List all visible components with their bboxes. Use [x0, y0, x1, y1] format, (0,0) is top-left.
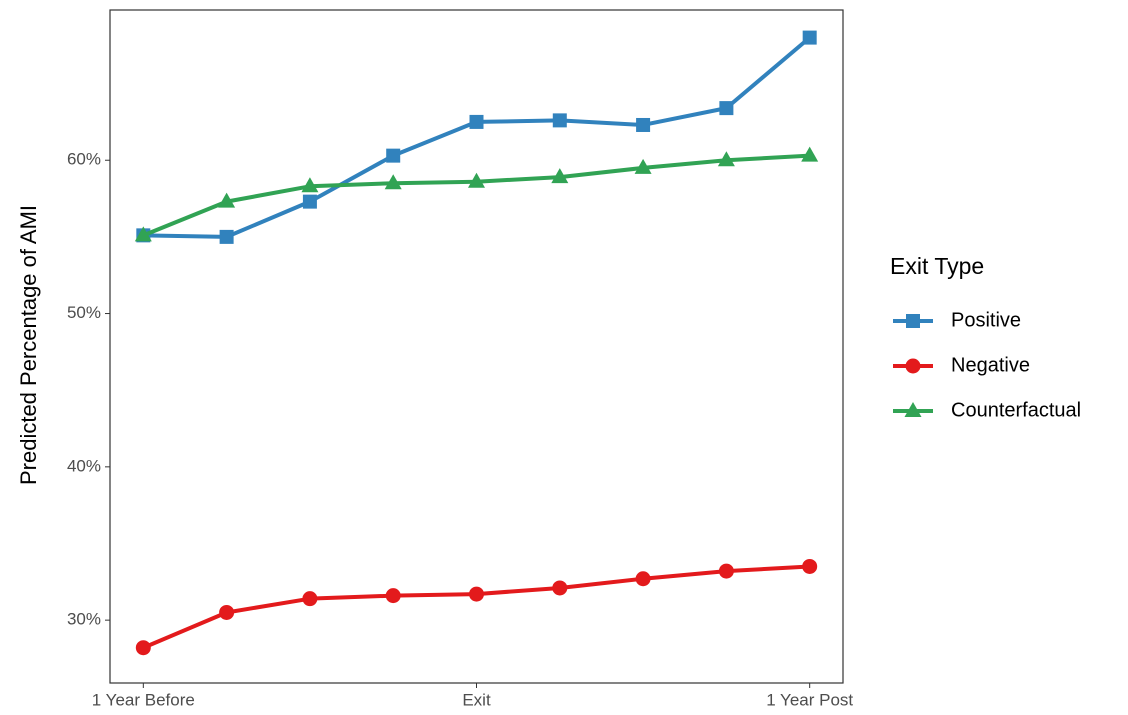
data-point	[634, 158, 652, 174]
data-point	[802, 558, 818, 574]
legend-label: Counterfactual	[951, 399, 1081, 421]
data-point	[635, 571, 651, 587]
data-point	[386, 148, 401, 163]
x-tick-label: 1 Year Before	[92, 690, 195, 709]
data-point	[636, 117, 651, 132]
legend-marker	[904, 402, 922, 417]
legend-marker	[905, 358, 921, 374]
data-point	[385, 588, 401, 604]
data-point	[302, 194, 317, 209]
legend-label: Negative	[951, 354, 1030, 376]
data-point	[469, 114, 484, 129]
y-axis-title: Predicted Percentage of AMI	[16, 205, 41, 485]
y-tick-label: 30%	[67, 610, 101, 629]
x-tick-label: 1 Year Post	[766, 690, 853, 709]
data-point	[552, 580, 568, 596]
data-point	[134, 226, 152, 242]
x-tick-label: Exit	[462, 690, 491, 709]
data-point	[551, 168, 569, 184]
data-point	[384, 174, 402, 190]
data-point	[718, 563, 734, 579]
series-line	[142, 153, 810, 238]
data-point	[802, 30, 817, 45]
y-tick-label: 50%	[67, 303, 101, 322]
data-point	[717, 151, 735, 167]
data-point	[218, 192, 236, 208]
data-point	[219, 604, 235, 620]
data-point	[219, 229, 234, 244]
data-point	[469, 586, 484, 602]
data-point	[719, 101, 734, 116]
legend-marker	[906, 314, 920, 328]
series-line	[142, 564, 810, 650]
data-point	[135, 640, 151, 656]
legend-title: Exit Type	[890, 253, 984, 279]
data-point	[468, 172, 485, 188]
data-point	[301, 177, 319, 193]
series-line	[143, 36, 811, 239]
data-point	[302, 591, 318, 607]
data-point	[801, 146, 819, 162]
legend-label: Positive	[951, 309, 1021, 331]
y-tick-label: 60%	[67, 150, 101, 169]
data-point	[552, 113, 567, 128]
y-tick-label: 40%	[67, 456, 101, 475]
